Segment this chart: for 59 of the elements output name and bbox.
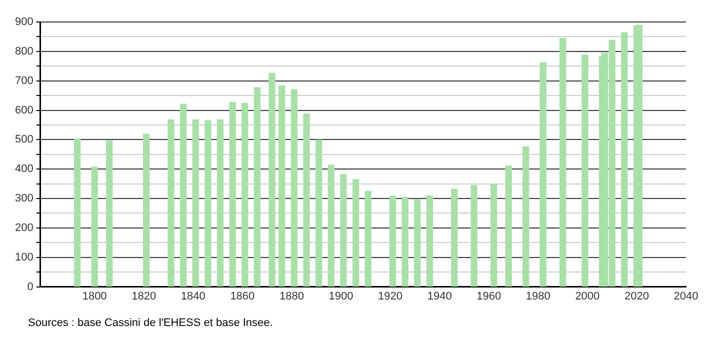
bar [402,196,408,287]
bar [91,166,98,287]
bar [426,196,434,287]
x-tick-label: 2000 [575,290,600,302]
bar [315,140,322,287]
bar [522,146,530,287]
bar [328,164,334,287]
bar [352,179,360,287]
bar [74,138,81,287]
x-tick-label: 1940 [427,290,452,302]
x-tick-label: 1900 [328,290,354,302]
bar [414,199,421,287]
bar [340,174,347,287]
bar [216,119,224,287]
y-tick-label: 800 [14,45,34,58]
bar [505,166,512,287]
x-tick-label: 1860 [230,290,255,302]
bar [254,87,261,287]
bar [290,89,298,287]
y-tick-label: 100 [14,251,34,264]
bar [268,72,276,287]
y-tick-label: 700 [14,74,34,87]
bar [142,134,150,287]
bar [229,102,236,287]
y-tick-label: 900 [14,16,34,28]
bar [192,119,199,287]
x-tick-label: 2040 [674,290,698,302]
bar [470,184,478,287]
bar [490,184,498,287]
bar [621,32,628,287]
y-tick-label: 200 [14,222,34,234]
bar [106,140,113,287]
y-tick-label: 300 [14,192,34,205]
x-tick-label: 1840 [180,290,206,302]
x-tick-label: 1980 [526,290,550,302]
y-tick-label: 0 [27,280,34,293]
bar [559,38,566,287]
x-tick-label: 1920 [378,290,403,302]
x-tick-label: 1820 [132,290,156,302]
bar [451,188,458,287]
y-tick-label: 500 [14,134,34,146]
bar [636,24,643,287]
x-tick-label: 1800 [82,290,107,302]
bar [364,190,372,287]
x-tick-label: 2020 [624,290,649,302]
source-note: Sources : base Cassini de l'EHESS et base Insee. [28,317,273,329]
bar [180,104,187,287]
y-tick-label: 600 [14,104,34,116]
bar [582,54,588,287]
x-tick-label: 1960 [476,290,502,302]
bar [242,102,248,287]
x-tick-label: 1880 [279,290,304,302]
bar [303,113,310,287]
bar [389,196,396,287]
bar [540,62,546,287]
y-tick-label: 400 [14,163,34,176]
bar [278,86,286,287]
bar [204,120,212,287]
bar [168,119,174,287]
